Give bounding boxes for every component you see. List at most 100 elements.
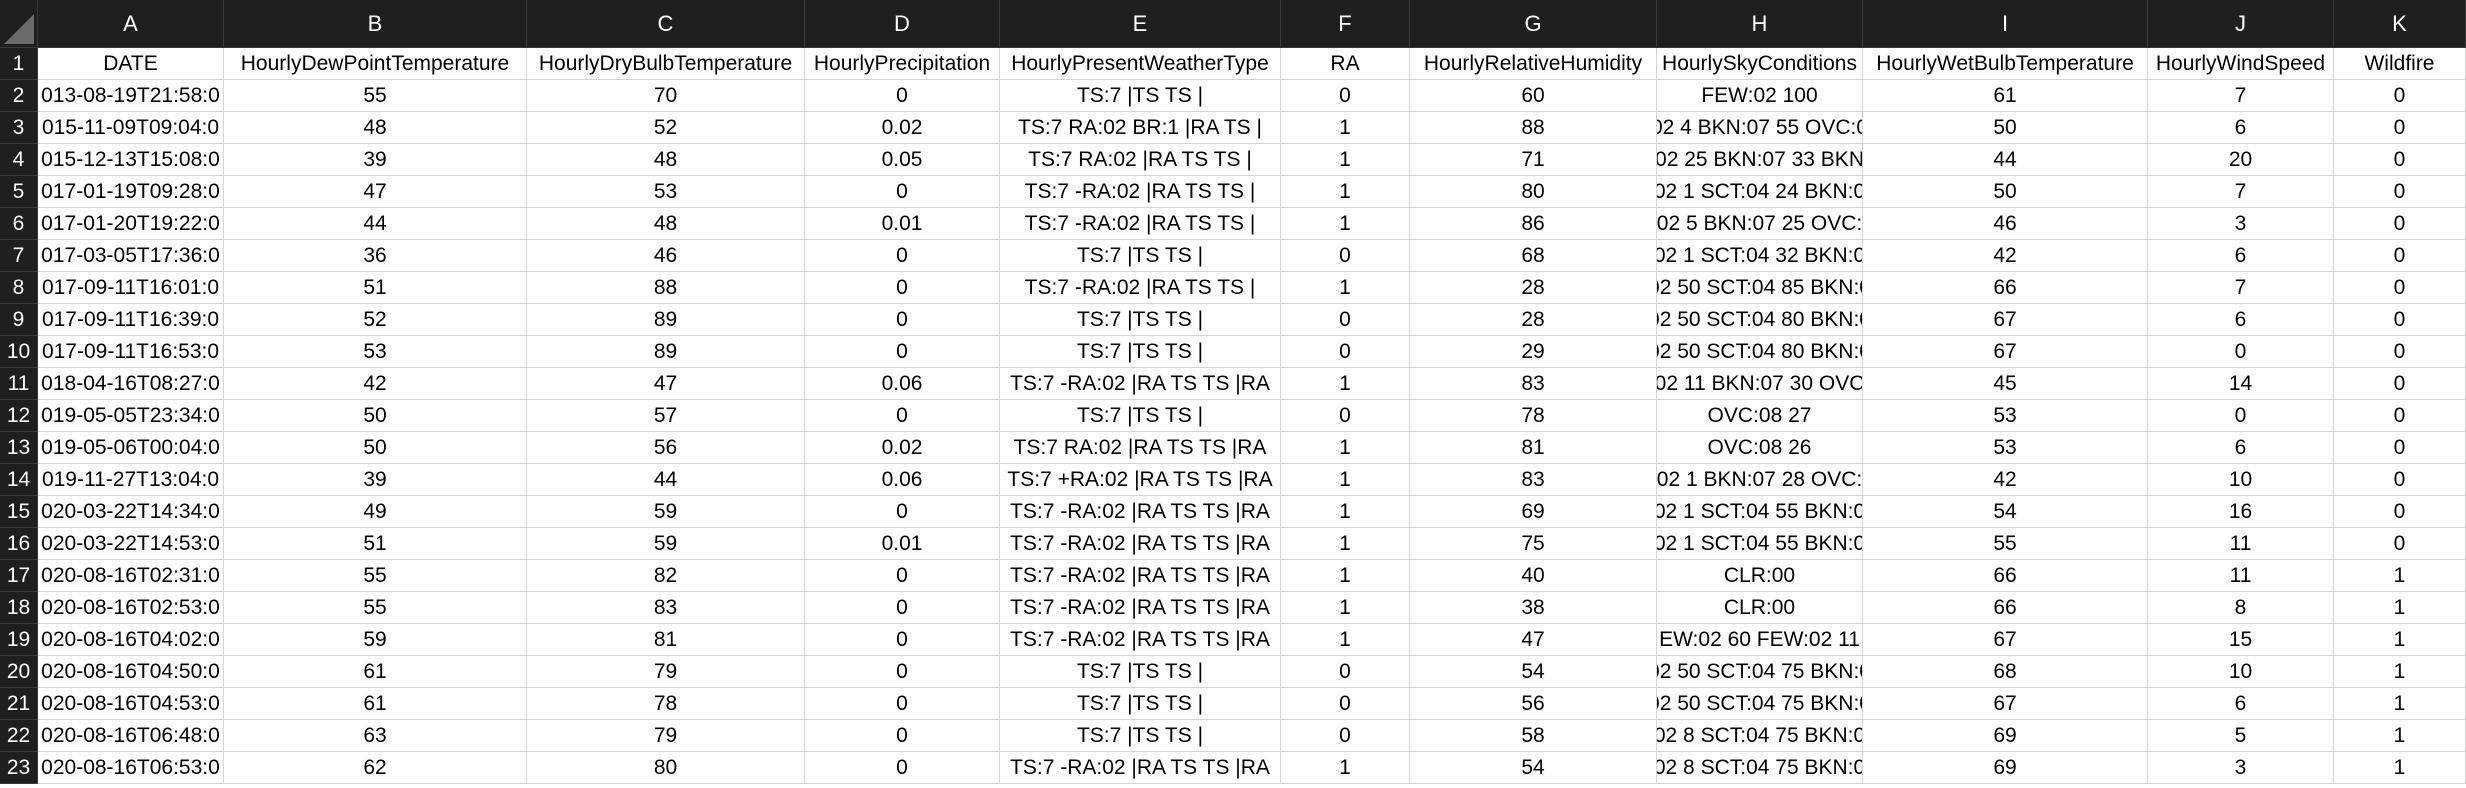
- table-cell[interactable]: 0: [2334, 496, 2466, 528]
- table-cell[interactable]: 0: [1281, 336, 1410, 368]
- row-header-1[interactable]: 1: [0, 48, 38, 80]
- table-cell[interactable]: 0: [1281, 80, 1410, 112]
- table-cell[interactable]: 52: [224, 304, 527, 336]
- row-header-20[interactable]: 20: [0, 656, 38, 688]
- table-cell[interactable]: 68: [1410, 240, 1657, 272]
- table-cell[interactable]: 69: [1863, 752, 2148, 784]
- row-header-23[interactable]: 23: [0, 752, 38, 784]
- table-cell[interactable]: TS:7 -RA:02 |RA TS TS |RA: [1000, 592, 1281, 624]
- table-cell[interactable]: 020-08-16T04:50:0: [38, 656, 224, 688]
- table-cell[interactable]: 0: [2334, 464, 2466, 496]
- table-cell[interactable]: 45: [1863, 368, 2148, 400]
- table-cell[interactable]: 6: [2148, 304, 2334, 336]
- table-cell[interactable]: 80: [1410, 176, 1657, 208]
- table-cell[interactable]: 02 5 BKN:07 25 OVC:: [1657, 208, 1863, 240]
- table-cell[interactable]: 019-05-06T00:04:0: [38, 432, 224, 464]
- select-all-corner[interactable]: [0, 0, 38, 48]
- column-header-f[interactable]: F: [1281, 0, 1410, 48]
- table-cell[interactable]: FEW:02 100: [1657, 80, 1863, 112]
- table-cell[interactable]: 16: [2148, 496, 2334, 528]
- table-cell[interactable]: 51: [224, 272, 527, 304]
- table-cell[interactable]: 020-08-16T06:48:0: [38, 720, 224, 752]
- table-cell[interactable]: 48: [224, 112, 527, 144]
- table-cell[interactable]: 1: [1281, 624, 1410, 656]
- table-cell[interactable]: 02 4 BKN:07 55 OVC:0: [1657, 112, 1863, 144]
- header-cell[interactable]: HourlyRelativeHumidity: [1410, 48, 1657, 80]
- row-header-13[interactable]: 13: [0, 432, 38, 464]
- table-cell[interactable]: 48: [527, 208, 805, 240]
- table-cell[interactable]: OVC:08 26: [1657, 432, 1863, 464]
- table-cell[interactable]: 20: [2148, 144, 2334, 176]
- table-cell[interactable]: 69: [1410, 496, 1657, 528]
- table-cell[interactable]: 6: [2148, 688, 2334, 720]
- table-cell[interactable]: 54: [1863, 496, 2148, 528]
- table-cell[interactable]: 10: [2148, 656, 2334, 688]
- table-cell[interactable]: 83: [1410, 368, 1657, 400]
- table-cell[interactable]: 6: [2148, 240, 2334, 272]
- table-cell[interactable]: 6: [2148, 432, 2334, 464]
- table-cell[interactable]: 013-08-19T21:58:0: [38, 80, 224, 112]
- table-cell[interactable]: 1: [1281, 176, 1410, 208]
- table-cell[interactable]: 019-05-05T23:34:0: [38, 400, 224, 432]
- table-cell[interactable]: 54: [1410, 656, 1657, 688]
- table-cell[interactable]: 56: [527, 432, 805, 464]
- table-cell[interactable]: 1: [1281, 432, 1410, 464]
- table-cell[interactable]: 0: [2334, 528, 2466, 560]
- table-cell[interactable]: 02 50 SCT:04 75 BKN:0: [1657, 688, 1863, 720]
- table-cell[interactable]: 0: [805, 688, 1000, 720]
- row-header-12[interactable]: 12: [0, 400, 38, 432]
- table-cell[interactable]: 1: [2334, 560, 2466, 592]
- table-cell[interactable]: 50: [1863, 112, 2148, 144]
- table-cell[interactable]: TS:7 |TS TS |: [1000, 304, 1281, 336]
- table-cell[interactable]: 44: [527, 464, 805, 496]
- row-header-7[interactable]: 7: [0, 240, 38, 272]
- table-cell[interactable]: 47: [527, 368, 805, 400]
- table-cell[interactable]: 42: [1863, 240, 2148, 272]
- table-cell[interactable]: 0: [2334, 208, 2466, 240]
- table-cell[interactable]: 1: [1281, 592, 1410, 624]
- table-cell[interactable]: 0: [1281, 400, 1410, 432]
- table-cell[interactable]: 71: [1410, 144, 1657, 176]
- table-cell[interactable]: 1: [2334, 752, 2466, 784]
- column-header-g[interactable]: G: [1410, 0, 1657, 48]
- table-cell[interactable]: 0: [2334, 400, 2466, 432]
- table-cell[interactable]: 0: [805, 560, 1000, 592]
- table-cell[interactable]: 0: [2334, 368, 2466, 400]
- table-cell[interactable]: 02 50 SCT:04 80 BKN:0: [1657, 304, 1863, 336]
- table-cell[interactable]: 1: [1281, 560, 1410, 592]
- table-cell[interactable]: 0: [2148, 400, 2334, 432]
- table-cell[interactable]: 0: [2334, 80, 2466, 112]
- table-cell[interactable]: 017-01-19T09:28:0: [38, 176, 224, 208]
- row-header-9[interactable]: 9: [0, 304, 38, 336]
- column-header-b[interactable]: B: [224, 0, 527, 48]
- table-cell[interactable]: 89: [527, 304, 805, 336]
- header-cell[interactable]: Wildfire: [2334, 48, 2466, 80]
- header-cell[interactable]: DATE: [38, 48, 224, 80]
- table-cell[interactable]: TS:7 RA:02 BR:1 |RA TS |: [1000, 112, 1281, 144]
- table-cell[interactable]: 1: [1281, 368, 1410, 400]
- table-cell[interactable]: OVC:08 27: [1657, 400, 1863, 432]
- row-header-10[interactable]: 10: [0, 336, 38, 368]
- table-cell[interactable]: 0: [2334, 112, 2466, 144]
- header-cell[interactable]: RA: [1281, 48, 1410, 80]
- table-cell[interactable]: TS:7 |TS TS |: [1000, 400, 1281, 432]
- table-cell[interactable]: 7: [2148, 272, 2334, 304]
- table-cell[interactable]: TS:7 -RA:02 |RA TS TS |RA: [1000, 368, 1281, 400]
- table-cell[interactable]: 80: [527, 752, 805, 784]
- table-cell[interactable]: 88: [527, 272, 805, 304]
- table-cell[interactable]: 82: [527, 560, 805, 592]
- table-cell[interactable]: 14: [2148, 368, 2334, 400]
- table-cell[interactable]: CLR:00: [1657, 592, 1863, 624]
- table-cell[interactable]: 0: [2334, 272, 2466, 304]
- header-cell[interactable]: HourlyDewPointTemperature: [224, 48, 527, 80]
- table-cell[interactable]: 44: [1863, 144, 2148, 176]
- table-cell[interactable]: 0.02: [805, 112, 1000, 144]
- table-cell[interactable]: 017-09-11T16:01:0: [38, 272, 224, 304]
- table-cell[interactable]: 59: [527, 496, 805, 528]
- table-cell[interactable]: 0.02: [805, 432, 1000, 464]
- table-cell[interactable]: 53: [224, 336, 527, 368]
- table-cell[interactable]: 017-09-11T16:39:0: [38, 304, 224, 336]
- table-cell[interactable]: 39: [224, 464, 527, 496]
- column-header-k[interactable]: K: [2334, 0, 2466, 48]
- table-cell[interactable]: 50: [1863, 176, 2148, 208]
